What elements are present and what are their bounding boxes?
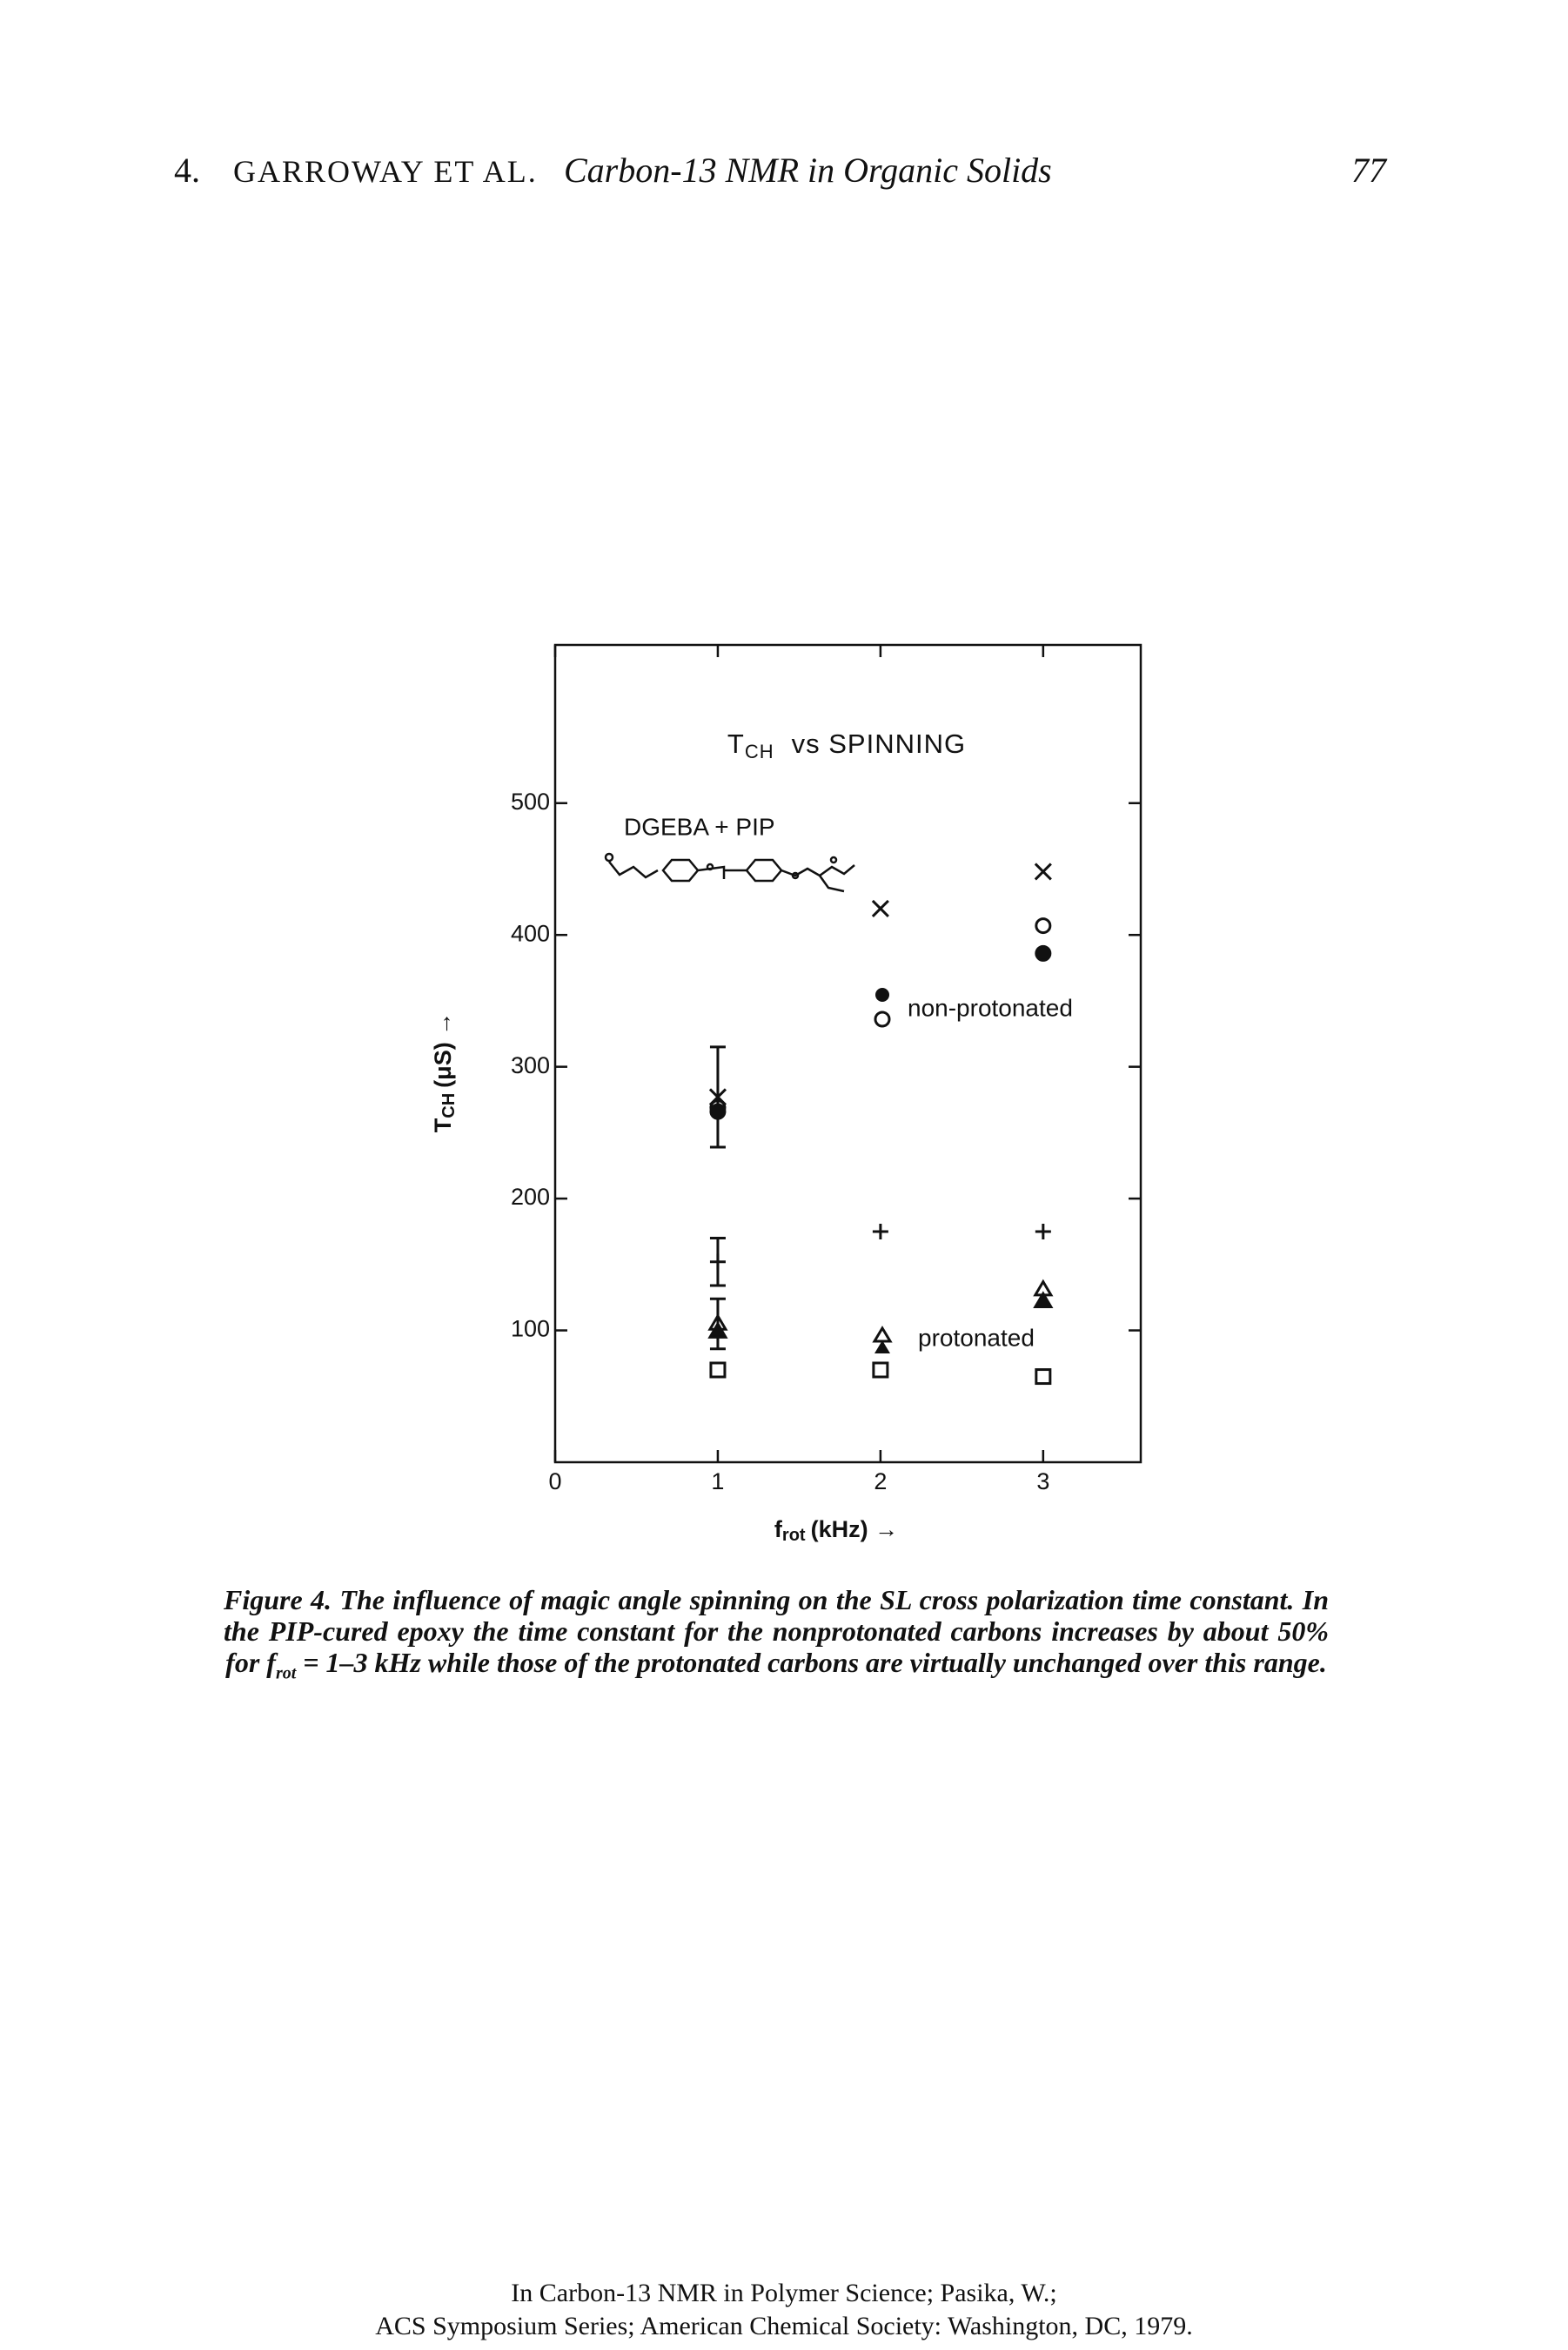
chart-title: TCH vs SPINNING bbox=[727, 728, 966, 762]
point bbox=[872, 1361, 889, 1379]
running-title: Carbon-13 NMR in Organic Solids bbox=[564, 151, 1052, 190]
y-tick-label: 500 bbox=[511, 789, 550, 815]
legend-marker bbox=[875, 988, 889, 1002]
point bbox=[1035, 1223, 1051, 1239]
caption-label: Figure 4. bbox=[224, 1584, 332, 1615]
footer-line: In Carbon-13 NMR in Polymer Science; Pas… bbox=[511, 2279, 1057, 2307]
point bbox=[1035, 944, 1052, 962]
x-tick-label: 3 bbox=[1036, 1468, 1049, 1494]
page-number: 77 bbox=[1351, 151, 1386, 190]
footer-line: ACS Symposium Series; American Chemical … bbox=[375, 2312, 1193, 2340]
y-tick-label: 100 bbox=[511, 1316, 550, 1342]
y-axis-label: TCH (μS) → bbox=[430, 1012, 459, 1132]
caption-text: = 1–3 kHz while those of the protonated … bbox=[303, 1647, 1327, 1678]
x-tick-label: 1 bbox=[711, 1468, 724, 1494]
point bbox=[1033, 1291, 1054, 1309]
title-main: T bbox=[727, 728, 745, 759]
x-label-rest: (kHz) → bbox=[811, 1516, 899, 1542]
plot-frame bbox=[553, 643, 1142, 1464]
legend-marker bbox=[872, 1326, 893, 1343]
y-tick-label: 300 bbox=[511, 1052, 550, 1078]
x-tick-label: 0 bbox=[548, 1468, 561, 1494]
y-tick-label: 200 bbox=[511, 1184, 550, 1210]
x-label-main: f bbox=[774, 1516, 783, 1542]
point bbox=[709, 1103, 727, 1120]
legend-marker bbox=[874, 1340, 890, 1353]
point bbox=[709, 1253, 726, 1270]
y-label-rest: (μS) → bbox=[430, 1012, 456, 1088]
caption-text: The influence of magic angle spinning on… bbox=[224, 1584, 1330, 1678]
caption-sub: rot bbox=[275, 1663, 297, 1683]
legend-marker bbox=[874, 1010, 891, 1028]
x-label-sub: rot bbox=[782, 1526, 806, 1545]
protonated-label: protonated bbox=[918, 1324, 1035, 1351]
sample-label: DGEBA + PIP bbox=[624, 813, 775, 840]
y-tick-label: 400 bbox=[511, 920, 550, 946]
title-rest: vs SPINNING bbox=[792, 728, 966, 759]
point bbox=[707, 1321, 728, 1339]
caption-f: f bbox=[266, 1647, 276, 1678]
y-label-sub: CH bbox=[439, 1093, 459, 1118]
title-sub: CH bbox=[745, 741, 774, 762]
non-protonated-label: non-protonated bbox=[908, 994, 1073, 1021]
y-label-main: T bbox=[430, 1118, 456, 1132]
point bbox=[709, 1361, 727, 1379]
point bbox=[1035, 917, 1052, 935]
molecule-sketch bbox=[604, 852, 855, 893]
chapter-number: 4. bbox=[174, 151, 200, 190]
point bbox=[871, 899, 889, 917]
x-axis-label: frot (kHz) → bbox=[774, 1516, 898, 1545]
x-tick-label: 2 bbox=[874, 1468, 887, 1494]
point bbox=[1035, 1368, 1052, 1386]
point bbox=[872, 1223, 888, 1239]
running-authors: GARROWAY ET AL. bbox=[233, 154, 538, 189]
point bbox=[1034, 863, 1052, 881]
figure-caption: Figure 4. The influence of magic angle s… bbox=[224, 1584, 1329, 1689]
